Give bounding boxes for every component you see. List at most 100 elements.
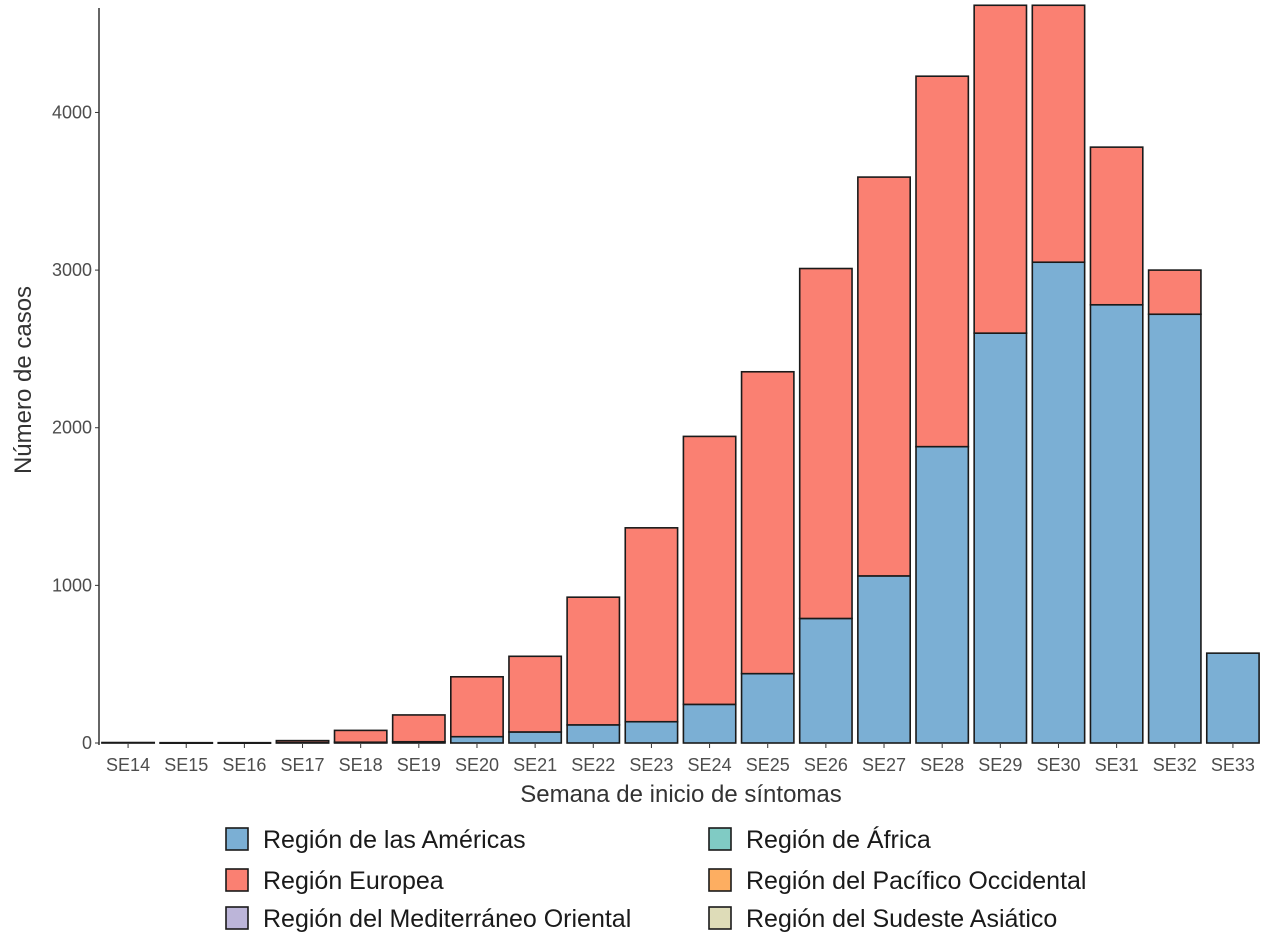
bar-segment-se29-series-1: [973, 4, 1028, 334]
bar-segment-se31-series-0: [1089, 303, 1144, 744]
x-tick-label-se22: SE22: [571, 755, 615, 775]
x-tick-label-se31: SE31: [1095, 755, 1139, 775]
bar-segment-se26-series-0: [798, 617, 853, 744]
x-tick-label-se18: SE18: [339, 755, 383, 775]
bar-segment-se27-series-0: [857, 575, 911, 744]
legend-swatch: [708, 868, 732, 892]
x-axis-title: Semana de inicio de síntomas: [520, 781, 842, 808]
x-tick-label-se24: SE24: [688, 755, 732, 775]
bar-segment-se25-series-1: [740, 370, 795, 675]
bar-stack-se16: [217, 741, 272, 744]
bar-stack-se27: [857, 176, 911, 744]
legend-label: Región de África: [746, 825, 931, 854]
bar-segment-se26-series-1: [798, 267, 853, 620]
bar-stack-se25: [740, 370, 795, 744]
bar-segment-se21-series-1: [508, 655, 563, 733]
bar-segment-se30-series-1: [1031, 4, 1086, 264]
bar-segment-se21-series-0: [508, 731, 563, 744]
bar-stack-se29: [973, 4, 1028, 744]
y-axis-ticks: 0 1000 2000 3000 4000: [52, 102, 99, 753]
y-tick-label: 4000: [52, 102, 92, 122]
bars: [101, 4, 1260, 744]
bar-stack-se22: [566, 596, 621, 744]
legend-swatch: [225, 906, 249, 930]
x-tick-label-se15: SE15: [164, 755, 208, 775]
legend-label: Región del Pacífico Occidental: [746, 867, 1086, 895]
legend-label: Región del Mediterráneo Oriental: [263, 905, 631, 933]
y-tick-label: 2000: [52, 418, 92, 438]
x-tick-label-se25: SE25: [746, 755, 790, 775]
legend-swatch: [708, 906, 732, 930]
bar-segment-se33-series-0: [1205, 652, 1260, 744]
legend-item: Región del Pacífico Occidental: [708, 867, 1086, 895]
bar-stack-se21: [508, 655, 563, 744]
bar-stack-se31: [1089, 146, 1144, 744]
bar-segment-se19-series-1: [391, 714, 446, 743]
legend-swatch: [225, 827, 249, 851]
bar-segment-se29-series-0: [973, 332, 1028, 744]
x-tick-label-se20: SE20: [455, 755, 499, 775]
legend-item: Región Europea: [225, 867, 444, 895]
x-tick-label-se29: SE29: [978, 755, 1022, 775]
x-tick-label-se23: SE23: [629, 755, 673, 775]
bar-segment-se17-series-1: [275, 739, 330, 744]
x-tick-label-se14: SE14: [106, 755, 150, 775]
x-tick-label-se30: SE30: [1036, 755, 1080, 775]
x-tick-label-se32: SE32: [1153, 755, 1197, 775]
bar-segment-se23-series-0: [624, 720, 679, 744]
x-tick-label-se28: SE28: [920, 755, 964, 775]
x-tick-label-se26: SE26: [804, 755, 848, 775]
legend-item: Región del Sudeste Asiático: [708, 905, 1057, 933]
legend-swatch: [708, 827, 732, 851]
bar-segment-se20-series-0: [450, 735, 504, 744]
bar-segment-se25-series-0: [740, 672, 795, 744]
bar-stack-se17: [275, 739, 330, 744]
x-tick-label-se16: SE16: [222, 755, 266, 775]
x-tick-label-se27: SE27: [862, 755, 906, 775]
x-tick-label-se19: SE19: [397, 755, 441, 775]
bar-segment-se14-series-1: [101, 741, 156, 744]
bar-segment-se28-series-0: [915, 445, 970, 744]
legend-item: Región de África: [708, 825, 931, 854]
y-axis-title: Número de casos: [10, 286, 37, 474]
bar-stack-se14: [101, 741, 156, 744]
legend-label: Región Europea: [263, 867, 444, 895]
bar-segment-se23-series-1: [624, 527, 679, 723]
bar-segment-se28-series-1: [915, 75, 970, 448]
bar-stack-se30: [1031, 4, 1086, 744]
bar-segment-se18-series-1: [333, 729, 388, 744]
bar-stack-se24: [682, 435, 737, 744]
x-tick-label-se21: SE21: [513, 755, 557, 775]
bar-segment-se31-series-1: [1089, 146, 1144, 306]
bar-stack-se15: [159, 741, 214, 744]
bar-segment-se30-series-0: [1031, 261, 1086, 744]
bar-segment-se24-series-0: [682, 703, 737, 744]
bar-segment-se24-series-1: [682, 435, 737, 706]
bar-stack-se23: [624, 527, 679, 744]
bar-segment-se20-series-1: [450, 675, 504, 738]
bar-stack-se33: [1205, 652, 1260, 744]
x-tick-label-se33: SE33: [1211, 755, 1255, 775]
legend-label: Región de las Américas: [263, 826, 526, 854]
bar-segment-se22-series-1: [566, 596, 621, 726]
bar-segment-se27-series-1: [857, 176, 911, 577]
bar-stack-se20: [450, 675, 504, 744]
y-tick-label: 1000: [52, 575, 92, 595]
bar-stack-se26: [798, 267, 853, 744]
bar-stack-se28: [915, 75, 970, 744]
legend: Región de las Américas Región de África Re…: [225, 825, 1086, 933]
bar-stack-se19: [391, 714, 446, 744]
y-tick-label: 3000: [52, 260, 92, 280]
bar-stack-se32: [1147, 269, 1202, 744]
x-axis-ticks: SE14 SE15 SE16 SE17 SE18 SE19 SE20 SE21 SE22 SE23…: [106, 744, 1255, 775]
legend-label: Región del Sudeste Asiático: [746, 905, 1057, 933]
y-tick-label: 0: [82, 733, 92, 753]
legend-item: Región de las Américas: [225, 826, 526, 854]
bar-segment-se32-series-1: [1147, 269, 1202, 316]
x-tick-label-se17: SE17: [281, 755, 325, 775]
bar-stack-se18: [333, 729, 388, 744]
legend-swatch: [225, 868, 249, 892]
bar-segment-se15-series-1: [159, 741, 214, 744]
legend-item: Región del Mediterráneo Oriental: [225, 905, 631, 933]
